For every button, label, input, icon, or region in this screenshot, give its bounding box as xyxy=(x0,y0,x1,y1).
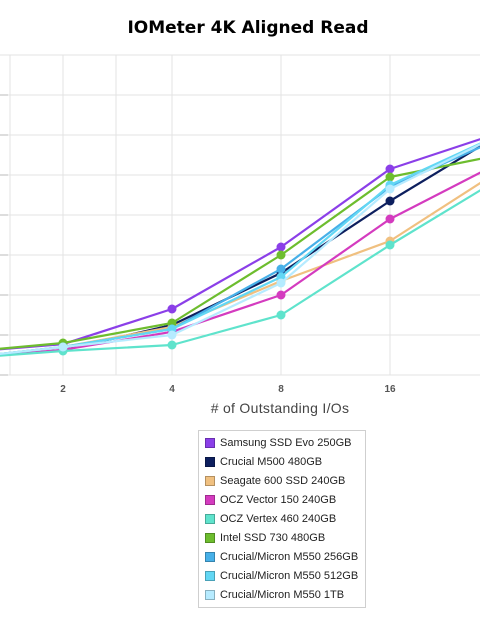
series-intel-ssd-730-480gb xyxy=(0,157,480,350)
data-point[interactable] xyxy=(167,304,177,314)
data-point[interactable] xyxy=(58,342,68,352)
legend-swatch xyxy=(205,476,215,487)
data-point[interactable] xyxy=(276,250,286,260)
legend-swatch xyxy=(205,514,215,524)
data-point[interactable] xyxy=(276,242,286,252)
data-point[interactable] xyxy=(167,330,177,340)
legend-item[interactable]: Intel SSD 730 480GB xyxy=(203,528,361,547)
data-point[interactable] xyxy=(385,196,395,206)
legend-item[interactable]: Seagate 600 SSD 240GB xyxy=(203,472,361,491)
series-crucial-micron-m550-256gb xyxy=(0,146,480,356)
legend-swatch xyxy=(205,495,215,506)
x-tick-labels: 2 4 8 16 xyxy=(60,384,396,395)
series-line xyxy=(0,189,480,357)
legend-swatch xyxy=(205,438,215,449)
legend-swatch xyxy=(205,551,215,562)
series-line xyxy=(0,138,480,351)
legend-swatch xyxy=(205,570,215,581)
legend-item[interactable]: Crucial M500 480GB xyxy=(203,453,361,472)
legend-label: Samsung SSD Evo 250GB xyxy=(220,437,352,450)
data-point[interactable] xyxy=(385,240,395,250)
series-samsung-ssd-evo-250gb xyxy=(0,138,480,351)
series-line xyxy=(0,171,480,357)
series-line xyxy=(0,143,480,356)
data-point[interactable] xyxy=(385,214,395,224)
data-point[interactable] xyxy=(385,164,395,174)
legend-label: Intel SSD 730 480GB xyxy=(220,531,326,544)
data-point[interactable] xyxy=(167,340,177,350)
series-crucial-micron-m550-512gb xyxy=(0,142,480,356)
x-tick-label: 4 xyxy=(169,384,175,395)
legend-item[interactable]: Crucial/Micron M550 512GB xyxy=(203,566,361,585)
chart-legend: Samsung SSD Evo 250GB Crucial M500 480GB S… xyxy=(198,430,366,609)
data-point[interactable] xyxy=(385,184,395,194)
x-axis-title: # of Outstanding I/Os xyxy=(210,400,350,416)
data-point[interactable] xyxy=(276,278,286,288)
legend-item[interactable]: Crucial/Micron M550 1TB xyxy=(203,585,361,604)
legend-item[interactable]: OCZ Vector 150 240GB xyxy=(203,491,361,510)
legend-label: Seagate 600 SSD 240GB xyxy=(220,475,346,488)
chart-title: IOMeter 4K Aligned Read xyxy=(127,18,369,38)
series-crucial-micron-m550-1tb xyxy=(0,143,480,356)
legend-swatch xyxy=(205,532,215,543)
series-seagate-600-ssd-240gb xyxy=(0,181,480,356)
legend-label: Crucial M500 480GB xyxy=(220,456,323,469)
chart-plot-area: 2 4 8 16 xyxy=(0,54,480,395)
series-line xyxy=(0,181,480,356)
x-tick-label: 2 xyxy=(60,384,66,395)
legend-label: Crucial/Micron M550 256GB xyxy=(220,550,359,563)
data-point[interactable] xyxy=(276,290,286,300)
data-point[interactable] xyxy=(385,172,395,182)
legend-swatch xyxy=(205,457,215,468)
legend-label: OCZ Vertex 460 240GB xyxy=(220,513,337,525)
x-tick-label: 16 xyxy=(384,384,396,395)
legend-label: Crucial/Micron M550 1TB xyxy=(220,588,345,601)
legend-label: Crucial/Micron M550 512GB xyxy=(220,569,359,582)
legend-label: OCZ Vector 150 240GB xyxy=(220,494,337,507)
series-lines xyxy=(0,138,480,357)
series-line xyxy=(0,157,480,350)
legend-item[interactable]: Samsung SSD Evo 250GB xyxy=(203,434,361,453)
legend-item[interactable]: Crucial/Micron M550 256GB xyxy=(203,547,361,566)
x-tick-label: 8 xyxy=(278,384,284,395)
data-point[interactable] xyxy=(276,310,286,320)
data-point[interactable] xyxy=(276,264,286,274)
legend-item[interactable]: OCZ Vertex 460 240GB xyxy=(203,510,361,529)
legend-swatch xyxy=(205,589,215,600)
series-crucial-m500-480gb xyxy=(0,145,480,357)
